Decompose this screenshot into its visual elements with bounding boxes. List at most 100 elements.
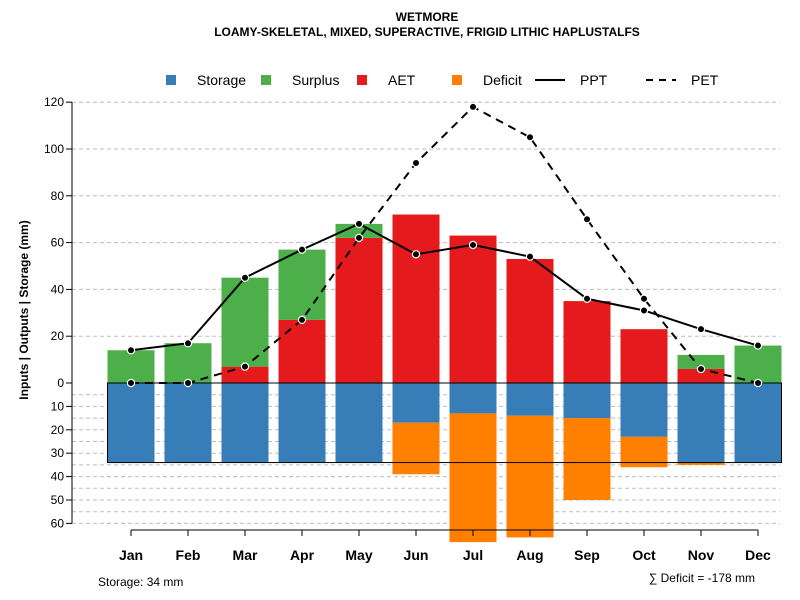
legend-item-pet: PET xyxy=(646,72,719,88)
ppt-point-jan xyxy=(126,346,136,355)
legend-item-deficit: Deficit xyxy=(452,72,522,88)
ppt-point-mar xyxy=(240,273,250,282)
y-tick-label: 60 xyxy=(51,236,65,250)
ppt-point-may xyxy=(354,219,364,229)
bar-surplus-apr xyxy=(278,249,326,320)
bar-storage-dec xyxy=(734,383,782,463)
bar-deficit-aug xyxy=(506,415,554,538)
bar-surplus-dec xyxy=(734,345,782,383)
x-tick-label-mar: Mar xyxy=(233,547,258,563)
y-tick-label: 50 xyxy=(51,493,65,507)
ppt-point-sep xyxy=(582,294,592,303)
x-tick-label-aug: Aug xyxy=(516,547,543,563)
bar-surplus-mar xyxy=(221,277,269,367)
pet-point-aug xyxy=(525,133,535,142)
x-tick-label-apr: Apr xyxy=(290,547,315,563)
legend-label-deficit: Deficit xyxy=(483,72,522,88)
bar-aet-jul xyxy=(449,235,497,383)
legend-label-ppt: PPT xyxy=(580,72,608,88)
legend-label-pet: PET xyxy=(691,72,719,88)
y-tick-label: 20 xyxy=(51,329,65,343)
pet-point-jul xyxy=(468,102,478,112)
legend-label-storage: Storage xyxy=(197,72,246,88)
chart-title: WETMORE xyxy=(396,10,459,24)
x-tick-label-jan: Jan xyxy=(119,547,143,563)
y-tick-label: 80 xyxy=(51,189,65,203)
lines xyxy=(126,102,763,388)
bar-surplus-nov xyxy=(677,354,725,369)
legend-swatch-surplus xyxy=(261,75,271,85)
pet-point-dec xyxy=(753,378,763,388)
legend-item-aet: AET xyxy=(357,72,416,88)
y-tick-label: 0 xyxy=(57,376,64,390)
pet-line xyxy=(131,105,759,384)
ppt-line xyxy=(130,222,759,352)
pet-point-sep xyxy=(582,214,592,224)
bar-storage-oct xyxy=(620,383,668,437)
axes: 0 20 40 60 80 100 120 10 20 30 40 50 60 Jan Feb Mar Apr M… xyxy=(44,95,771,563)
ppt-point-nov xyxy=(696,324,706,334)
x-tick-label-jun: Jun xyxy=(404,547,429,563)
bar-aet-apr xyxy=(278,319,326,383)
bar-storage-mar xyxy=(221,383,269,463)
ppt-point-jun xyxy=(411,250,421,259)
y-axis-label: Inputs | Outputs | Storage (mm) xyxy=(17,220,31,399)
bar-aet-may xyxy=(335,237,383,383)
y-tick-label: 20 xyxy=(51,423,65,437)
y-tick-label: 10 xyxy=(51,399,65,413)
x-tick-label-jul: Jul xyxy=(463,547,483,563)
deficit-note: ∑ Deficit = -178 mm xyxy=(649,571,755,585)
legend-item-surplus: Surplus xyxy=(261,72,339,88)
pet-point-oct xyxy=(639,294,649,303)
legend-item-storage: Storage xyxy=(166,72,246,88)
pet-point-mar xyxy=(240,362,250,371)
bar-storage-jan xyxy=(107,383,155,463)
legend-swatch-storage xyxy=(166,75,176,85)
ppt-point-aug xyxy=(525,252,535,261)
bar-storage-sep xyxy=(563,383,611,419)
bar-aet-sep xyxy=(563,301,611,383)
legend: Storage Surplus AET Deficit PPT PET xyxy=(166,72,719,88)
legend-swatch-deficit xyxy=(452,75,462,85)
ppt-point-jul xyxy=(468,240,478,250)
pet-point-jun xyxy=(411,158,421,168)
ppt-point-apr xyxy=(297,245,307,254)
pet-point-apr xyxy=(297,315,307,325)
bar-aet-aug xyxy=(506,258,554,383)
y-tick-label: 100 xyxy=(44,142,64,156)
bar-storage-may xyxy=(335,383,383,463)
legend-swatch-aet xyxy=(357,75,367,85)
bar-storage-jul xyxy=(449,383,497,414)
x-tick-label-nov: Nov xyxy=(688,547,715,563)
pet-point-jan xyxy=(126,378,136,388)
legend-label-aet: AET xyxy=(388,72,416,88)
chart-subtitle: LOAMY-SKELETAL, MIXED, SUPERACTIVE, FRIG… xyxy=(214,25,640,39)
y-tick-label: 40 xyxy=(51,282,65,296)
storage-capacity-box xyxy=(107,382,782,464)
bar-deficit-jun xyxy=(392,422,440,475)
y-tick-label: 120 xyxy=(44,95,64,109)
bar-storage-nov xyxy=(677,383,725,463)
bar-surplus-jan xyxy=(107,350,155,383)
y-tick-label: 40 xyxy=(51,470,65,484)
x-tick-label-may: May xyxy=(345,547,372,563)
bar-storage-apr xyxy=(278,383,326,463)
ppt-point-oct xyxy=(639,306,649,315)
legend-label-surplus: Surplus xyxy=(292,72,339,88)
bar-storage-feb xyxy=(164,383,212,463)
bar-aet-oct xyxy=(620,329,668,383)
bar-storage-jun xyxy=(392,383,440,423)
pet-point-may xyxy=(354,233,364,243)
y-tick-label: 30 xyxy=(51,446,65,460)
bar-surplus-feb xyxy=(164,343,212,383)
bar-deficit-sep xyxy=(563,418,611,500)
pet-point-feb xyxy=(183,378,193,388)
bars xyxy=(107,214,782,543)
ppt-point-dec xyxy=(753,341,763,350)
x-tick-label-sep: Sep xyxy=(574,547,600,563)
bar-deficit-jul xyxy=(449,413,497,543)
bar-aet-jun xyxy=(392,214,440,383)
storage-note: Storage: 34 mm xyxy=(98,575,183,589)
bar-surplus-may xyxy=(335,223,383,238)
